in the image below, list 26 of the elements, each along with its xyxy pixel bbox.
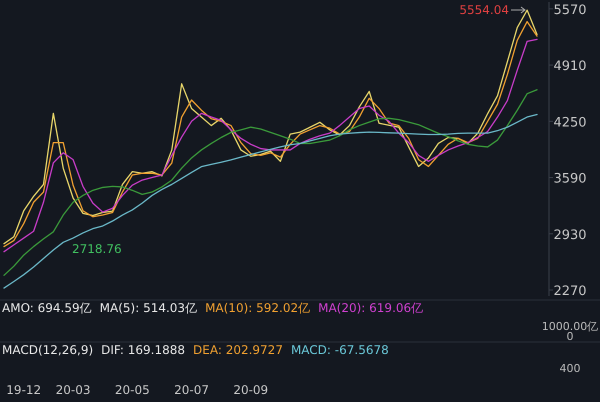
text: 0 [566,330,574,343]
text: MA(10): 592.02亿 [205,301,310,315]
text: 1000.00亿 [542,320,598,333]
y-tick-label: 4250 [553,115,587,130]
text: AMO: 694.59亿 [2,301,92,315]
x-tick-label: 19-12 [6,383,42,397]
x-tick-label: 20-09 [233,383,268,397]
line-series [3,114,538,289]
text: MACD(12,26,9) [2,343,94,357]
y-tick-label: 5570 [553,2,587,18]
annotation: 5554.04 [459,3,509,17]
x-tick-label: 20-07 [174,383,209,397]
annotation: 2718.76 [72,242,122,256]
text: DEA: 202.9727 [193,343,283,357]
y-tick-label: 4910 [553,59,587,74]
line-series [3,89,538,276]
text: MA(20): 619.06亿 [318,301,424,315]
text: MACD: -67.5678 [290,343,389,357]
y-tick-label: 3590 [553,172,587,187]
x-tick-label: 20-03 [56,383,91,397]
text: MA(5): 514.03亿 [100,301,198,315]
x-tick-label: 20-05 [114,383,150,397]
text: DIF: 169.1888 [101,343,186,357]
y-tick-label: 2270 [553,284,587,300]
y-tick-label: 2930 [553,228,587,243]
text: 400 [560,362,580,375]
